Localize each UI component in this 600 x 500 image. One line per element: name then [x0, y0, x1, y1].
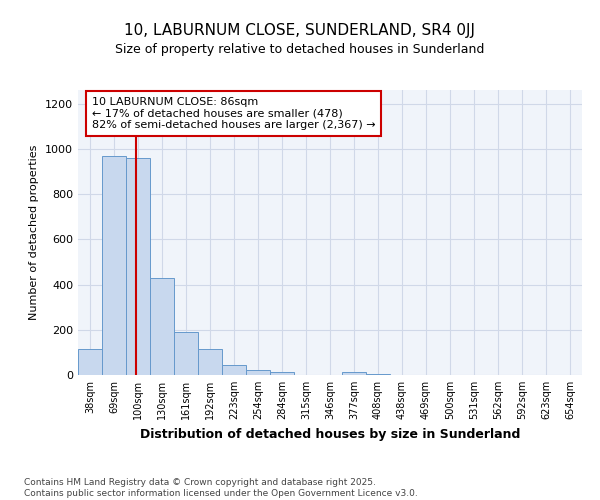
Bar — [78, 349, 102, 375]
X-axis label: Distribution of detached houses by size in Sunderland: Distribution of detached houses by size … — [140, 428, 520, 440]
Bar — [126, 158, 150, 375]
Bar — [366, 374, 390, 375]
Bar — [270, 372, 294, 375]
Text: Size of property relative to detached houses in Sunderland: Size of property relative to detached ho… — [115, 42, 485, 56]
Bar — [342, 372, 366, 375]
Text: Contains HM Land Registry data © Crown copyright and database right 2025.
Contai: Contains HM Land Registry data © Crown c… — [24, 478, 418, 498]
Bar — [222, 365, 246, 375]
Bar — [198, 349, 222, 375]
Y-axis label: Number of detached properties: Number of detached properties — [29, 145, 40, 320]
Bar — [102, 156, 126, 375]
Text: 10 LABURNUM CLOSE: 86sqm
← 17% of detached houses are smaller (478)
82% of semi-: 10 LABURNUM CLOSE: 86sqm ← 17% of detach… — [92, 97, 376, 130]
Bar — [174, 332, 198, 375]
Bar — [246, 370, 270, 375]
Text: 10, LABURNUM CLOSE, SUNDERLAND, SR4 0JJ: 10, LABURNUM CLOSE, SUNDERLAND, SR4 0JJ — [125, 22, 476, 38]
Bar — [150, 278, 174, 375]
